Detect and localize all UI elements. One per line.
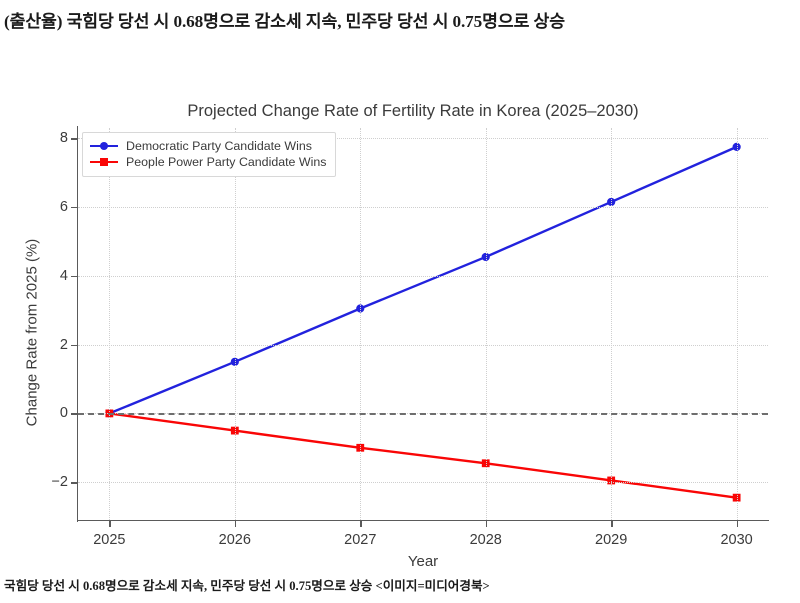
x-tick-mark [611, 521, 613, 527]
y-tick-label: 8 [59, 130, 68, 147]
legend-swatch-democratic [90, 140, 118, 152]
y-axis-label: Change Rate from 2025 (%) [23, 238, 41, 427]
x-tick-label: 2026 [218, 532, 251, 548]
y-tick-mark [71, 482, 77, 484]
gridline-vertical [109, 128, 111, 520]
y-tick-mark [71, 275, 77, 278]
chart-figure: Projected Change Rate of Fertility Rate … [0, 88, 800, 570]
gridline-horizontal [78, 275, 768, 277]
x-tick-label: 2027 [344, 532, 377, 548]
series-line-democratic [108, 145, 738, 415]
x-tick-label: 2025 [93, 532, 126, 548]
legend-item-democratic: Democratic Party Candidate Wins [90, 138, 326, 154]
x-tick-mark [360, 521, 362, 527]
zero-reference-line [78, 413, 768, 416]
chart-title: Projected Change Rate of Fertility Rate … [187, 102, 639, 120]
gridline-vertical [360, 128, 362, 520]
x-tick-label: 2030 [720, 532, 753, 548]
y-tick-label: 0 [59, 405, 68, 422]
gridline-horizontal [78, 482, 768, 484]
x-axis-label: Year [407, 553, 439, 570]
gridline-horizontal [78, 344, 768, 346]
y-tick-mark [71, 344, 77, 347]
x-tick-mark [234, 521, 237, 527]
x-tick-label: 2029 [595, 532, 628, 548]
gridline-vertical [234, 128, 236, 520]
legend-swatch-people-power [90, 156, 118, 168]
y-axis-spine [77, 126, 79, 522]
plot-area [78, 128, 768, 520]
y-tick-label: 6 [59, 199, 68, 216]
legend-item-people-power: People Power Party Candidate Wins [90, 154, 326, 170]
series-layer [105, 142, 741, 502]
gridline-vertical [485, 128, 487, 520]
legend-label-people-power: People Power Party Candidate Wins [126, 155, 327, 169]
x-axis-spine [77, 520, 769, 522]
y-tick-label: 4 [59, 267, 68, 284]
gridline-vertical [736, 128, 738, 520]
gridline-horizontal [78, 207, 768, 209]
y-tick-mark [71, 138, 77, 140]
image-caption: 국힘당 당선 시 0.68명으로 감소세 지속, 민주당 당선 시 0.75명으… [4, 579, 490, 593]
y-tick-mark [71, 413, 77, 415]
x-tick-mark [109, 521, 111, 527]
x-tick-label: 2028 [469, 532, 502, 548]
article-headline: (출산율) 국힘당 당선 시 0.68명으로 감소세 지속, 민주당 당선 시 … [4, 12, 565, 31]
gridline-vertical [611, 128, 613, 520]
y-tick-label: −2 [51, 474, 68, 491]
y-tick-mark [71, 207, 77, 209]
x-tick-mark [485, 521, 488, 527]
legend-label-democratic: Democratic Party Candidate Wins [126, 139, 312, 153]
gridline-horizontal [78, 138, 768, 140]
x-tick-mark [736, 521, 739, 527]
chart-legend: Democratic Party Candidate Wins People P… [82, 132, 337, 177]
y-tick-label: 2 [59, 336, 68, 353]
series-line-people-power [109, 412, 737, 499]
